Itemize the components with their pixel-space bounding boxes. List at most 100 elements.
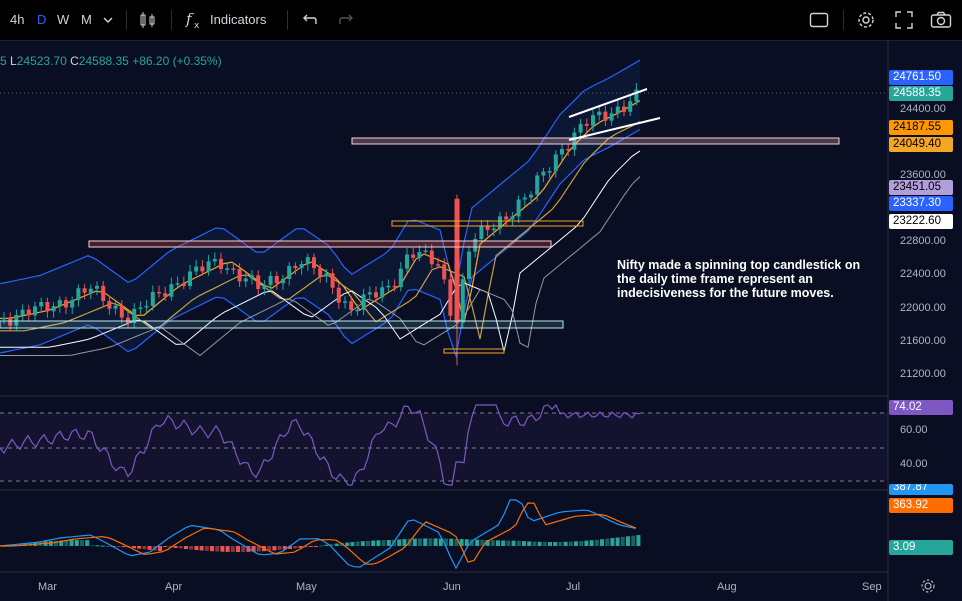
- ohlc-c-label: C: [70, 54, 79, 68]
- price-tick: 22400.00: [900, 268, 946, 280]
- chevron-down-icon[interactable]: [103, 0, 115, 40]
- macd-histogram-bar: [532, 541, 537, 546]
- rsi-tick: 40.00: [900, 458, 928, 470]
- interval-m-button[interactable]: M: [81, 12, 92, 27]
- bollinger-upper-line: [0, 59, 641, 289]
- candle-body: [485, 225, 490, 231]
- macd-histogram-bar: [132, 546, 136, 549]
- candle-body: [516, 199, 521, 217]
- macd-histogram-bar: [293, 546, 298, 549]
- candle-body: [206, 261, 211, 272]
- toolbar-divider: [287, 10, 288, 30]
- candle-body: [448, 279, 453, 316]
- candle-body: [330, 273, 335, 288]
- macd-histogram-bar: [100, 545, 105, 547]
- candle-body: [188, 271, 192, 287]
- candle-body: [361, 294, 366, 310]
- time-axis-settings-icon[interactable]: [920, 578, 936, 594]
- candle-body: [560, 148, 564, 155]
- macd-histogram-bar: [464, 539, 469, 546]
- price-tick: 22800.00: [900, 235, 946, 247]
- macd-histogram-bar: [366, 540, 370, 546]
- macd-histogram-bar: [631, 535, 636, 546]
- candle-body: [200, 266, 205, 272]
- candle-body: [57, 300, 62, 307]
- time-label: Apr: [165, 581, 183, 593]
- candle-body: [336, 287, 341, 303]
- candle-body: [591, 115, 595, 126]
- resistance-zone: [391, 220, 584, 227]
- candle-body: [281, 278, 285, 284]
- candle-body: [622, 106, 626, 112]
- macd-histogram-bar: [147, 546, 152, 550]
- time-label: Sep: [862, 581, 882, 593]
- layout-icon[interactable]: [809, 0, 829, 40]
- price-label-bb-lower: 23337.30: [889, 196, 953, 211]
- interval-d-button[interactable]: D: [37, 12, 47, 27]
- rsi-band: [0, 413, 888, 481]
- candle-body: [491, 228, 496, 231]
- macd-histogram-bar: [397, 539, 402, 546]
- macd-histogram-bar: [574, 541, 578, 546]
- macd-histogram-bar: [584, 540, 589, 546]
- candle-body: [88, 288, 93, 293]
- macd-histogram-bar: [329, 544, 334, 546]
- macd-histogram-bar: [605, 538, 610, 546]
- candle-body: [405, 254, 409, 269]
- candle-body: [293, 265, 298, 269]
- macd-histogram-bar: [542, 541, 547, 546]
- candle-body: [305, 257, 310, 265]
- macd-histogram-bar: [412, 538, 417, 546]
- candle-body: [126, 317, 130, 324]
- macd-line: [0, 499, 637, 570]
- macd-histogram-bar: [184, 546, 188, 550]
- candle-body: [498, 216, 502, 229]
- macd-histogram-bar: [288, 546, 292, 549]
- candle-body: [76, 288, 81, 301]
- candle-body: [603, 111, 608, 121]
- gear-icon[interactable]: [856, 0, 876, 40]
- price-label-bb-upper: 24761.50: [889, 70, 953, 85]
- fullscreen-icon[interactable]: [894, 0, 914, 40]
- candle-body: [380, 287, 385, 298]
- candle-body: [578, 123, 583, 133]
- macd-histogram-bar: [178, 546, 183, 549]
- macd-histogram-bar: [251, 546, 256, 552]
- candle-body: [423, 250, 428, 253]
- macd-histogram-bar: [548, 541, 552, 546]
- candle-body: [194, 266, 199, 272]
- candle-body: [535, 175, 540, 195]
- macd-histogram-bar: [381, 540, 386, 546]
- candle-body: [2, 318, 6, 320]
- candle-body: [212, 258, 217, 262]
- rsi-line: [0, 404, 641, 486]
- candle-body: [219, 258, 223, 269]
- macd-histogram-bar: [522, 541, 526, 546]
- rsi-value-label: 74.02: [889, 400, 953, 415]
- candle-body: [442, 264, 447, 280]
- annotation-note[interactable]: Nifty made a spinning top candlestick on…: [617, 258, 861, 300]
- trend-line-upper: [568, 88, 648, 118]
- candle-body: [82, 288, 87, 293]
- candle-body: [343, 301, 347, 303]
- interval-4h-button[interactable]: 4h: [10, 12, 25, 27]
- macd-histogram-bar: [121, 546, 126, 548]
- candle-body: [324, 273, 329, 277]
- macd-line-label: 387.87: [889, 484, 953, 495]
- candles-icon[interactable]: [138, 0, 158, 40]
- price-tick: 24400.00: [900, 103, 946, 115]
- price-label-sma: 24049.40: [889, 137, 953, 152]
- redo-icon[interactable]: [338, 0, 356, 40]
- macd-histogram-bar: [215, 546, 220, 552]
- undo-icon[interactable]: [300, 0, 318, 40]
- candle-body: [95, 285, 99, 289]
- macd-histogram-bar: [610, 538, 615, 546]
- candle-body: [615, 106, 620, 114]
- macd-histogram-bar: [116, 546, 121, 547]
- camera-icon[interactable]: [930, 0, 952, 40]
- macd-histogram-bar: [438, 538, 443, 546]
- macd-histogram-bar: [64, 540, 69, 546]
- interval-w-button[interactable]: W: [57, 12, 70, 27]
